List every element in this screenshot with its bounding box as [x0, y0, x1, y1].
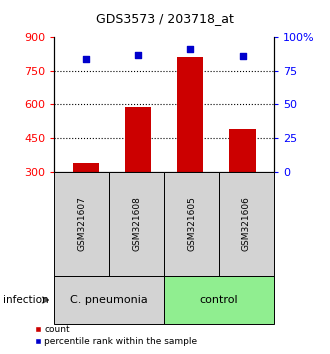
- Bar: [125, 107, 151, 172]
- Legend: count, percentile rank within the sample: count, percentile rank within the sample: [31, 321, 201, 349]
- Text: GSM321605: GSM321605: [187, 196, 196, 251]
- Point: [83, 56, 88, 62]
- Bar: [73, 163, 99, 172]
- Point: [135, 52, 141, 57]
- Point: [240, 53, 245, 59]
- Bar: [177, 57, 203, 172]
- Point: [188, 46, 193, 52]
- Text: GSM321607: GSM321607: [77, 196, 86, 251]
- Text: GDS3573 / 203718_at: GDS3573 / 203718_at: [96, 12, 234, 25]
- Text: GSM321606: GSM321606: [242, 196, 251, 251]
- Text: GSM321608: GSM321608: [132, 196, 141, 251]
- Text: control: control: [200, 295, 238, 305]
- Bar: [229, 129, 256, 172]
- Text: infection: infection: [3, 295, 49, 305]
- Text: C. pneumonia: C. pneumonia: [70, 295, 148, 305]
